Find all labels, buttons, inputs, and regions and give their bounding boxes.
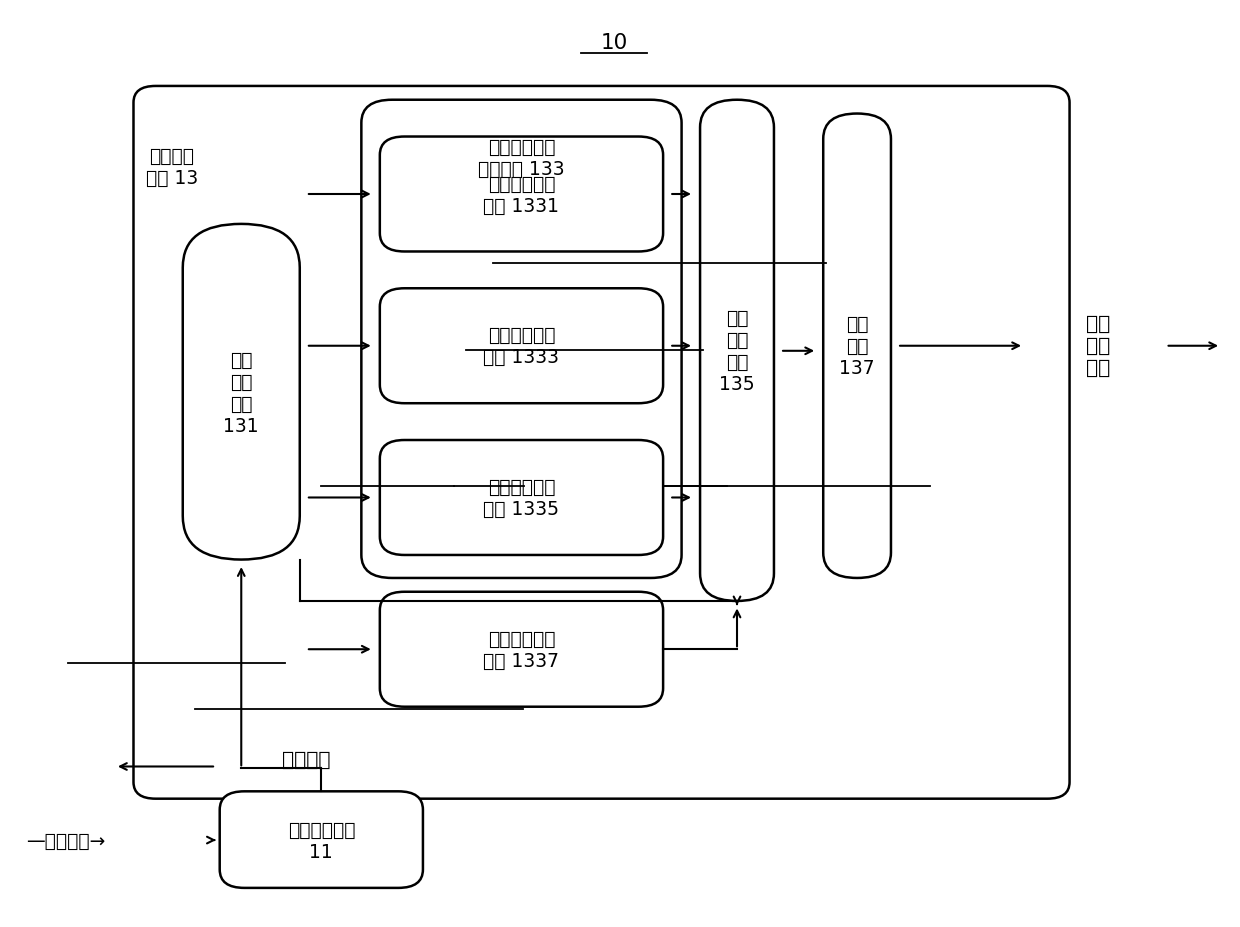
FancyBboxPatch shape bbox=[701, 101, 774, 602]
Text: 控制参数: 控制参数 bbox=[281, 750, 330, 768]
Text: 特效
处理
结果: 特效 处理 结果 bbox=[1086, 314, 1110, 377]
Text: 切换特效处理
单元 1333: 切换特效处理 单元 1333 bbox=[484, 326, 559, 367]
FancyBboxPatch shape bbox=[379, 440, 663, 555]
FancyBboxPatch shape bbox=[379, 592, 663, 707]
FancyBboxPatch shape bbox=[182, 224, 300, 560]
Text: 切换特效处理
单元 1331: 切换特效处理 单元 1331 bbox=[484, 174, 559, 215]
Text: 多个切换特效
处理单元 133: 多个切换特效 处理单元 133 bbox=[479, 137, 564, 178]
FancyBboxPatch shape bbox=[379, 289, 663, 404]
Text: 切换特效处理
单元 1335: 切换特效处理 单元 1335 bbox=[484, 477, 559, 518]
Text: 切换特效处理
单元 1337: 切换特效处理 单元 1337 bbox=[484, 629, 559, 670]
Text: 逻辑处理
模块 13: 逻辑处理 模块 13 bbox=[146, 146, 198, 187]
Text: 输出
接口
137: 输出 接口 137 bbox=[839, 314, 875, 377]
FancyBboxPatch shape bbox=[823, 114, 892, 578]
Text: 参数
获取
单元
131: 参数 获取 单元 131 bbox=[223, 350, 259, 435]
Text: 10: 10 bbox=[600, 32, 627, 53]
FancyBboxPatch shape bbox=[219, 792, 423, 888]
FancyBboxPatch shape bbox=[134, 87, 1070, 799]
FancyBboxPatch shape bbox=[361, 101, 682, 578]
Text: 控制逻辑模块
11: 控制逻辑模块 11 bbox=[288, 819, 355, 860]
Text: 特效
输出
单元
135: 特效 输出 单元 135 bbox=[719, 309, 755, 394]
Text: —控制信号→: —控制信号→ bbox=[26, 831, 105, 850]
FancyBboxPatch shape bbox=[379, 137, 663, 252]
